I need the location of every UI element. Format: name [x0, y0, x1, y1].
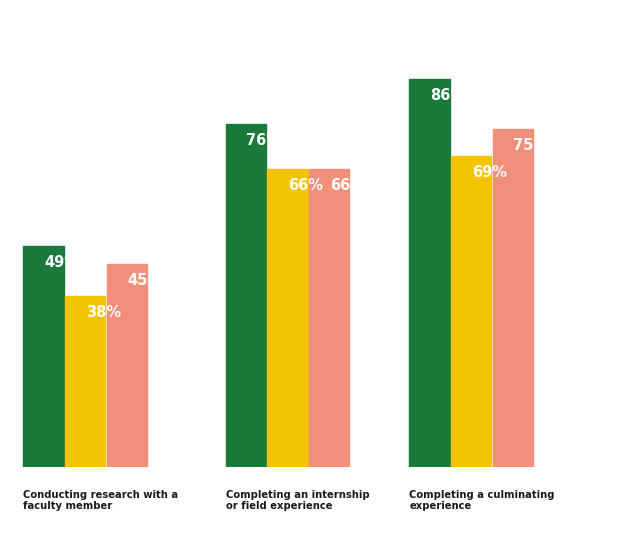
Text: 66%: 66%: [329, 178, 364, 193]
Text: Completing a culminating
experience: Completing a culminating experience: [409, 490, 555, 511]
Bar: [409, 79, 449, 467]
Bar: [226, 125, 266, 467]
Text: Conducting research with a
faculty member: Conducting research with a faculty membe…: [23, 490, 179, 511]
Text: 75%: 75%: [513, 138, 549, 153]
Bar: [267, 170, 308, 467]
Text: 66%: 66%: [288, 178, 323, 193]
Bar: [492, 129, 533, 467]
Text: Completing an internship
or field experience: Completing an internship or field experi…: [226, 490, 369, 511]
Bar: [309, 170, 349, 467]
Text: 45%: 45%: [127, 273, 162, 288]
Text: 49%: 49%: [44, 255, 79, 270]
Text: 38%: 38%: [86, 305, 121, 320]
Text: 86%: 86%: [430, 88, 465, 103]
Text: 76%: 76%: [246, 133, 281, 148]
Bar: [107, 264, 147, 467]
Bar: [23, 246, 64, 467]
Text: 69%: 69%: [472, 165, 507, 180]
Bar: [451, 156, 491, 467]
Bar: [65, 296, 106, 467]
